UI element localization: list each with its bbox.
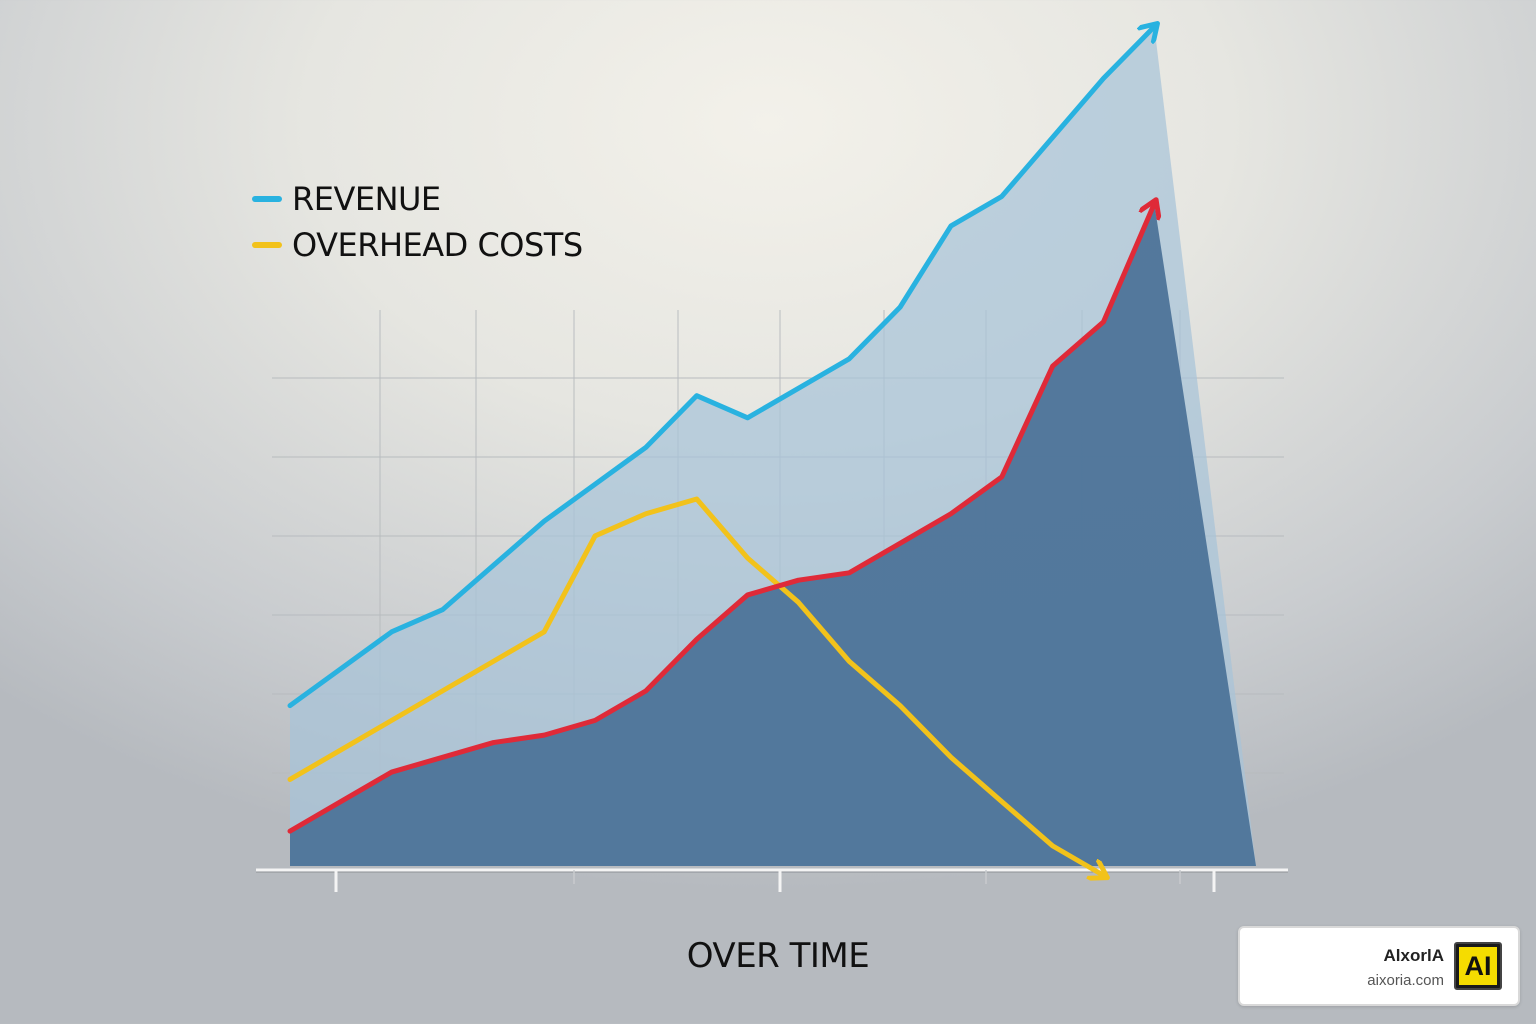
legend: REVENUE OVERHEAD COSTS bbox=[252, 176, 583, 268]
legend-label-revenue: REVENUE bbox=[292, 180, 441, 218]
brand-badge[interactable]: AlxorlA aixoria.com AI bbox=[1238, 926, 1520, 1006]
series-lines bbox=[287, 27, 1154, 876]
series-line-revenue bbox=[287, 27, 1154, 709]
brand-logo-icon: AI bbox=[1454, 942, 1502, 990]
x-axis bbox=[256, 868, 1288, 892]
series-line-overhead-costs bbox=[287, 496, 1103, 875]
legend-swatch-overhead bbox=[252, 242, 282, 248]
legend-swatch-revenue bbox=[252, 196, 282, 202]
brand-url: aixoria.com bbox=[1367, 972, 1444, 989]
legend-label-overhead: OVERHEAD COSTS bbox=[292, 226, 583, 264]
brand-name: AlxorlA bbox=[1383, 946, 1444, 965]
legend-item-overhead: OVERHEAD COSTS bbox=[252, 222, 583, 268]
cost-area bbox=[290, 203, 1256, 867]
legend-item-revenue: REVENUE bbox=[252, 176, 583, 222]
x-axis-label: OVER TIME bbox=[686, 936, 870, 976]
brand-logo-text: AI bbox=[1459, 947, 1497, 985]
series-line-red bbox=[287, 204, 1154, 834]
area-fills bbox=[290, 26, 1256, 867]
